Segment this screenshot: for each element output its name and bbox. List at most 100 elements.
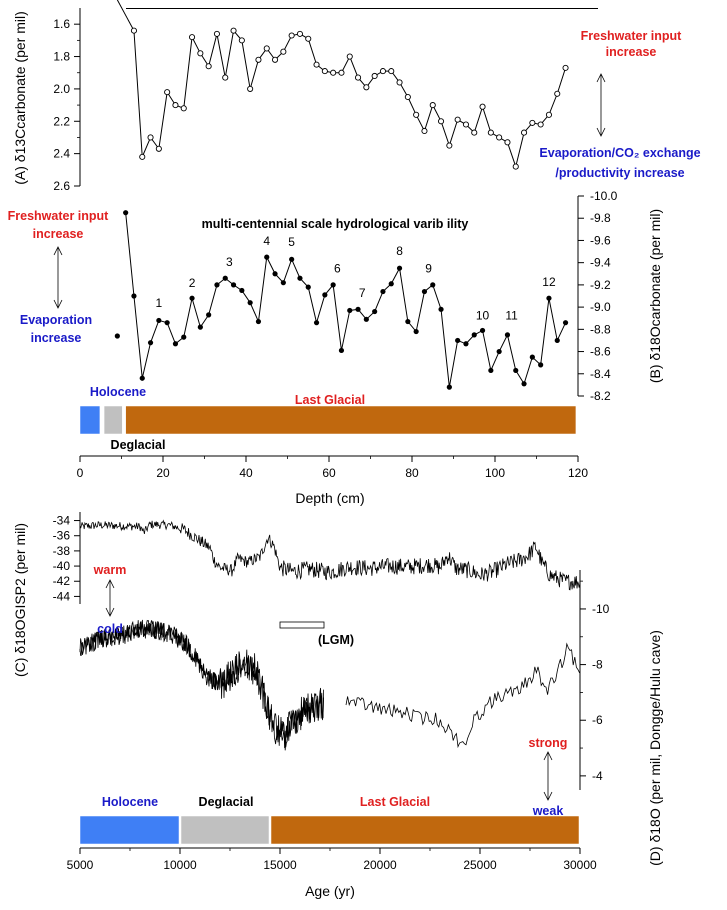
panel-d-cave-series-line [79,619,324,751]
panel-b-data-point [322,292,328,298]
panel-a-y-tick-label: 2.6 [53,179,70,193]
panel-a-data-point [512,163,519,170]
panel-c-y-tick-label: -38 [53,544,71,558]
panel-b-event-label: 8 [396,244,403,258]
panel-a-y-axis-label: (A) δ13Ccarbonate (per mil) [12,11,28,185]
panel-a-data-point [437,118,445,125]
panel-b-series-line [125,212,567,388]
panel-b-event-label: 10 [476,308,490,322]
panel-b-data-point [289,256,295,262]
panel-c-cold-label: cold [97,622,123,636]
panel-a-data-point [205,63,212,70]
panel-b-data-point [222,275,228,281]
panel-a-data-point [379,68,387,75]
panel-a-data-point [305,35,312,42]
panel-d-x-tick-label: 15000 [263,858,297,872]
panel-a-data-point [371,72,378,80]
panel-b-data-point [131,293,137,299]
panel-b-data-point [355,306,361,312]
panel-b-y-tick-label: -8.6 [590,345,611,359]
panel-a-data-point [496,134,503,141]
panel-b-y-tick-label: -9.4 [590,256,611,270]
panel-b-x-tick-label: 100 [485,466,505,480]
panel-c-y-tick-label: -44 [53,589,71,603]
panel-a-freshwater-label-1: Freshwater input [581,29,683,43]
panel-b-data-point [330,282,336,288]
panel-a-data-point [164,89,171,96]
panel-d-x-tick-label: 20000 [363,858,397,872]
panel-d-cave-series-line [79,619,324,749]
panel-b-data-point [388,281,394,287]
panel-d-x-tick-label: 10000 [163,858,197,872]
panel-d-strong-label: strong [529,736,568,750]
panel-b-data-point [264,254,270,260]
panel-b-data-point [164,320,170,326]
panel-a-data-point [454,116,461,123]
panel-b-event-label: 7 [359,286,366,300]
panel-a-data-point [413,111,420,118]
panel-a-data-point [247,85,254,92]
panel-d-deglacial-label: Deglacial [199,795,254,809]
panel-b-y-tick-label: -9.6 [590,233,611,247]
panel-b-data-point [114,333,120,339]
panel-b-event-label: 12 [542,275,556,289]
panel-a-data-point [330,69,337,76]
panel-a-y-tick-label: 1.8 [53,50,70,64]
panel-b-event-label: 5 [288,235,295,249]
panel-b-data-point [139,375,145,381]
panel-a-data-point [537,121,544,128]
panel-a-data-point [222,74,229,81]
panel-c-y-tick-label: -42 [53,574,71,588]
panel-b-data-point [413,328,419,335]
panel-b-x-tick-label: 20 [156,466,170,480]
panel-d-y-tick-label: -10 [592,602,610,616]
panel-b-data-point [405,318,411,325]
panel-a-data-point [421,127,428,135]
panel-b-freshwater-label-1: Freshwater input [8,209,110,223]
panel-b-y-axis-label: (B) δ18Ocarbonate (per mil) [647,209,663,383]
panel-b-event-label: 1 [156,296,163,310]
panel-b-data-point [455,337,461,344]
panel-b-data-point [247,300,253,306]
panel-b-x-tick-label: 60 [322,466,336,480]
panel-a-series-line [116,0,567,169]
panel-b-y-tick-label: -8.4 [590,367,611,381]
panel-a-data-point [354,74,362,81]
panel-a-data-point [288,32,295,39]
panel-a-evaporation-label-2: /productivity increase [555,166,684,180]
panel-b-data-point [280,280,286,286]
panel-b-data-point [372,308,378,315]
panel-b-y-tick-label: -8.2 [590,389,611,403]
panel-a-data-point [230,27,237,34]
panel-a-data-point [487,129,494,136]
panel-b-data-point [181,334,187,340]
panel-b-data-point [338,347,345,354]
panel-b-data-point [471,332,477,338]
panel-b-event-label: 2 [189,276,196,290]
panel-b-data-point [488,367,494,374]
panel-c-y-tick-label: -36 [53,529,71,543]
panel-b-y-tick-label: -10.0 [590,189,618,203]
panel-b-data-point [463,341,469,347]
panel-a-data-point [471,129,478,136]
panel-b-data-point [396,265,403,271]
panel-d-direction-arrow-head-up [543,751,553,761]
panel-d-last-glacial-label: Last Glacial [360,795,430,809]
panel-a-data-point [147,134,154,141]
panel-a-data-point [504,139,511,146]
panel-b-data-point [272,271,278,277]
panel-b-evaporation-label-2: increase [31,331,82,345]
panel-b-data-point [255,318,262,325]
panel-b-data-point [513,367,519,374]
panel-d-cave-series-line-2 [345,642,580,749]
panel-c-y-tick-label: -40 [53,559,71,573]
panel-a-y-tick-label: 2.4 [53,147,70,161]
panel-b-evaporation-label-1: Evaporation [20,313,92,327]
panel-b-x-tick-label: 120 [568,466,588,480]
panel-c-warm-label: warm [93,563,127,577]
panel-b-data-point [147,340,154,346]
panel-a-data-point [213,30,220,37]
panel-a-y-tick-label: 2.0 [53,82,70,96]
panel-a-data-point [446,142,453,149]
panel-a-data-point [363,84,370,91]
